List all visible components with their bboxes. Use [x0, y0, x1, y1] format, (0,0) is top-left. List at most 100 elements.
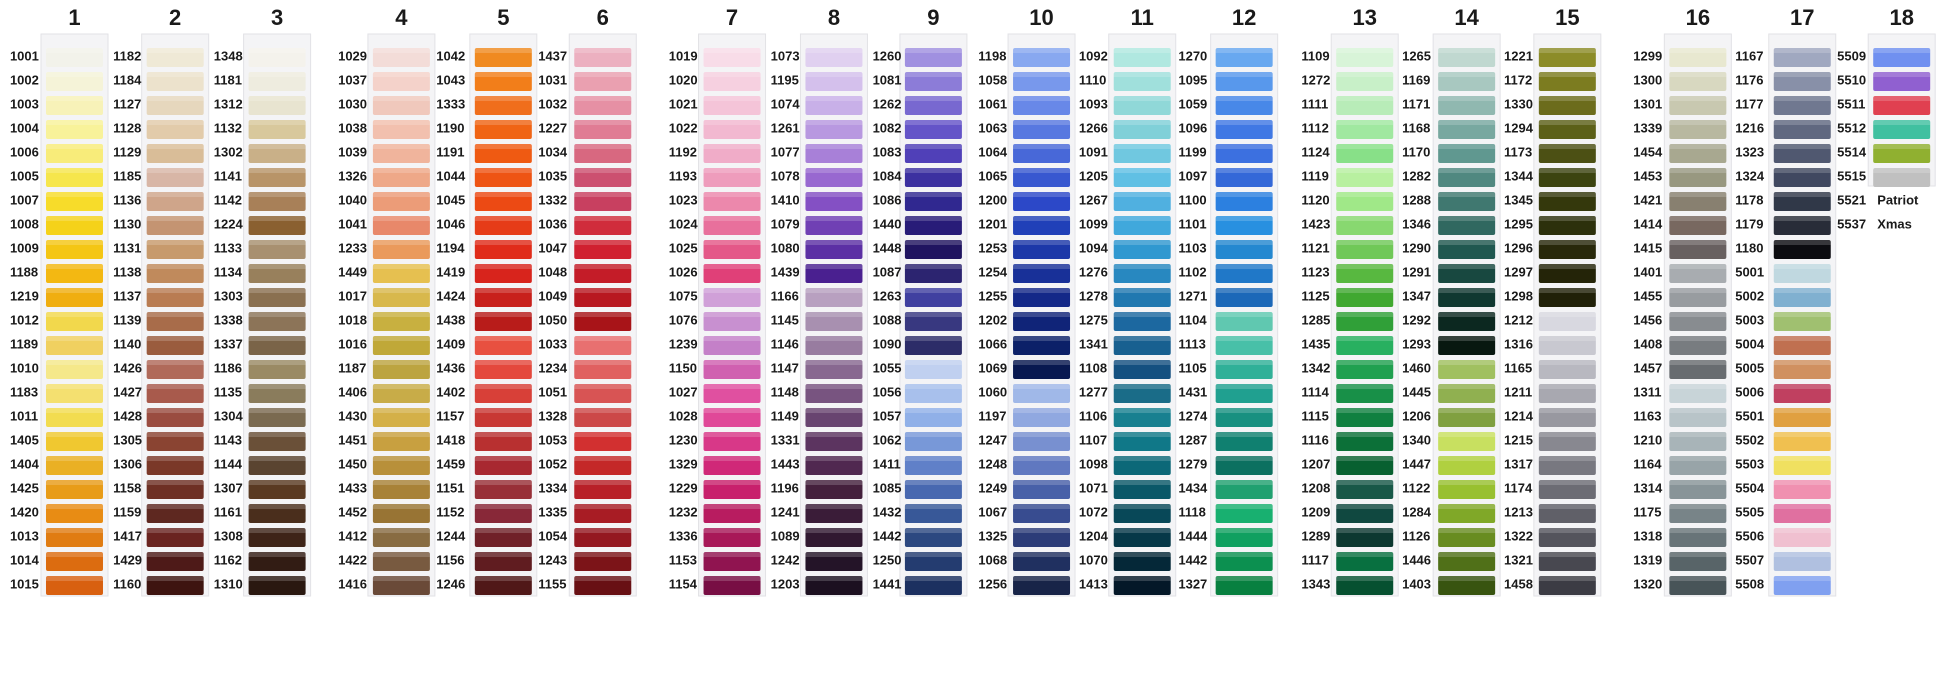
- thread-sheen: [1773, 168, 1831, 173]
- thread-code: 1061: [978, 96, 1007, 111]
- thread-sheen: [1873, 48, 1931, 53]
- thread-sheen: [1438, 432, 1496, 437]
- thread-swatch: [1336, 192, 1394, 211]
- thread-swatch: [805, 432, 863, 451]
- thread-swatch: [1669, 192, 1727, 211]
- thread-code: 1131: [113, 240, 141, 255]
- thread-code: 1101: [1178, 216, 1206, 231]
- thread-swatch: [574, 408, 632, 427]
- thread-swatch: [1873, 144, 1931, 163]
- column-number: 18: [1889, 5, 1913, 30]
- thread-code: 1415: [1633, 240, 1662, 255]
- thread-sheen: [1013, 72, 1071, 77]
- thread-swatch: [248, 456, 306, 475]
- thread-code: 1032: [538, 96, 567, 111]
- thread-code: 1049: [538, 288, 567, 303]
- thread-swatch: [703, 168, 761, 187]
- thread-sheen: [1013, 144, 1071, 149]
- thread-code: 1426: [113, 360, 142, 375]
- thread-swatch: [248, 288, 306, 307]
- thread-sheen: [1669, 48, 1727, 53]
- thread-sheen: [372, 576, 430, 581]
- thread-swatch: [1669, 456, 1727, 475]
- column-number: 5: [497, 5, 509, 30]
- thread-code: 1129: [113, 144, 141, 159]
- thread-code: 1305: [113, 432, 142, 447]
- thread-swatch: [1215, 456, 1273, 475]
- thread-sheen: [45, 576, 103, 581]
- thread-swatch: [45, 96, 103, 115]
- thread-swatch: [1669, 336, 1727, 355]
- thread-sheen: [474, 408, 532, 413]
- thread-sheen: [1873, 72, 1931, 77]
- thread-sheen: [1013, 48, 1071, 53]
- thread-name: Patriot: [1877, 192, 1919, 207]
- thread-swatch: [1873, 72, 1931, 91]
- thread-swatch: [1438, 384, 1496, 403]
- thread-swatch: [1215, 312, 1273, 331]
- thread-sheen: [904, 192, 962, 197]
- thread-sheen: [248, 96, 306, 101]
- thread-sheen: [574, 408, 632, 413]
- thread-swatch: [1336, 552, 1394, 571]
- thread-swatch: [904, 240, 962, 259]
- thread-code: 1334: [538, 480, 568, 495]
- thread-code: 5503: [1735, 456, 1764, 471]
- thread-code: 1277: [1079, 384, 1108, 399]
- thread-code: 1411: [873, 456, 901, 471]
- column-number: 17: [1790, 5, 1814, 30]
- thread-sheen: [146, 264, 204, 269]
- thread-sheen: [146, 432, 204, 437]
- thread-sheen: [574, 552, 632, 557]
- thread-code: 1040: [338, 192, 367, 207]
- thread-sheen: [372, 264, 430, 269]
- thread-code: 1302: [214, 144, 243, 159]
- thread-code: 1182: [113, 48, 141, 63]
- thread-swatch: [146, 312, 204, 331]
- thread-swatch: [474, 528, 532, 547]
- thread-code: 1165: [1504, 360, 1532, 375]
- thread-sheen: [45, 240, 103, 245]
- thread-code: 1215: [1504, 432, 1533, 447]
- thread-sheen: [1669, 312, 1727, 317]
- thread-code: 1172: [1504, 72, 1532, 87]
- thread-sheen: [1215, 264, 1273, 269]
- thread-swatch: [574, 504, 632, 523]
- thread-sheen: [146, 336, 204, 341]
- thread-swatch: [1438, 120, 1496, 139]
- thread-swatch: [805, 72, 863, 91]
- thread-swatch: [474, 408, 532, 427]
- column-number: 10: [1029, 5, 1053, 30]
- thread-code: 1005: [10, 168, 39, 183]
- thread-swatch: [372, 96, 430, 115]
- thread-code: 1293: [1402, 336, 1431, 351]
- thread-sheen: [1215, 120, 1273, 125]
- thread-code: 1037: [338, 72, 367, 87]
- thread-code: 1122: [1402, 480, 1430, 495]
- thread-swatch: [146, 288, 204, 307]
- thread-swatch: [1336, 360, 1394, 379]
- thread-code: 1345: [1504, 192, 1533, 207]
- thread-swatch: [1538, 120, 1596, 139]
- thread-sheen: [904, 120, 962, 125]
- thread-code: 1278: [1079, 288, 1108, 303]
- thread-code: 1267: [1079, 192, 1108, 207]
- thread-sheen: [1336, 528, 1394, 533]
- thread-swatch: [703, 48, 761, 67]
- thread-code: 1239: [669, 336, 698, 351]
- thread-swatch: [372, 120, 430, 139]
- thread-swatch: [45, 576, 103, 595]
- thread-sheen: [248, 120, 306, 125]
- thread-code: 1145: [771, 312, 799, 327]
- thread-swatch: [1773, 552, 1831, 571]
- thread-sheen: [1013, 456, 1071, 461]
- thread-code: 1459: [436, 456, 465, 471]
- thread-sheen: [248, 360, 306, 365]
- thread-swatch: [805, 312, 863, 331]
- thread-swatch: [1773, 288, 1831, 307]
- thread-sheen: [1336, 240, 1394, 245]
- thread-code: 1157: [436, 408, 464, 423]
- thread-swatch: [1113, 72, 1171, 91]
- thread-code: 1001: [10, 48, 39, 63]
- thread-sheen: [45, 72, 103, 77]
